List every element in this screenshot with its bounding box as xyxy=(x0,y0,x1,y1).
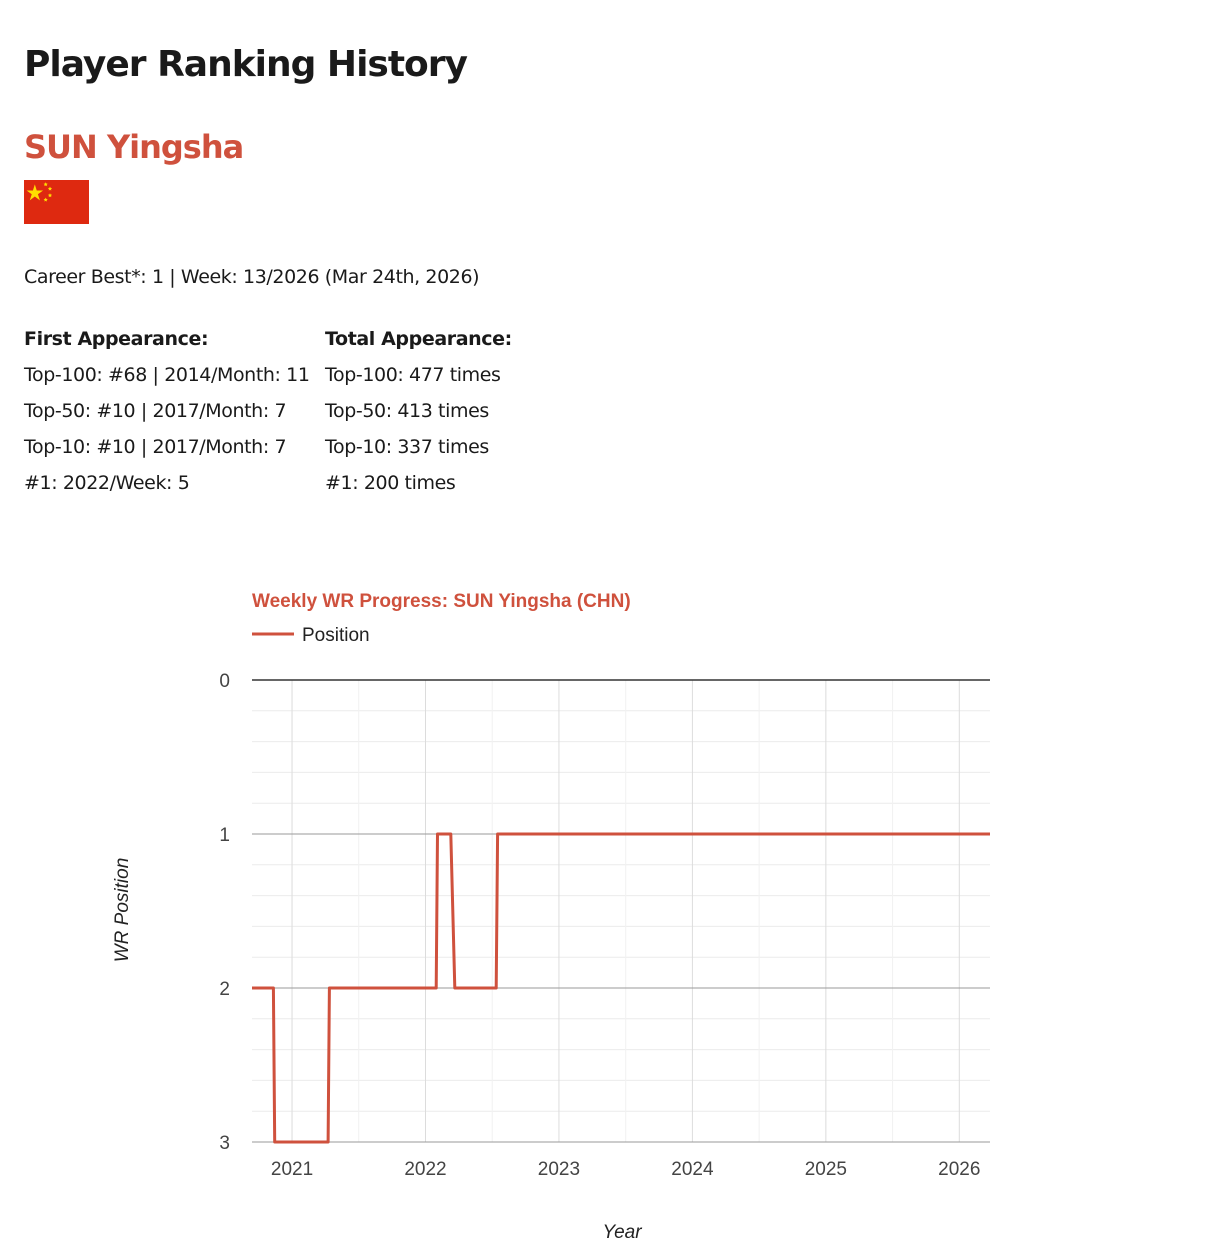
ranking-chart: Weekly WR Progress: SUN Yingsha (CHN) Po… xyxy=(24,580,1204,1248)
total-appearance-top50: Top-50: 413 times xyxy=(325,400,489,422)
ranking-page: Player Ranking History SUN Yingsha Caree… xyxy=(24,0,1204,1248)
x-tick-label: 2025 xyxy=(805,1159,847,1180)
total-appearance-top100: Top-100: 477 times xyxy=(325,364,501,386)
legend-label: Position xyxy=(302,625,370,646)
first-appearance-no1: #1: 2022/Week: 5 xyxy=(24,472,190,494)
x-tick-label: 2024 xyxy=(671,1159,714,1180)
y-tick-label: 0 xyxy=(219,671,230,692)
x-tick-label: 2022 xyxy=(404,1159,446,1180)
series-line-position xyxy=(252,832,990,1144)
x-tick-label: 2023 xyxy=(538,1159,580,1180)
y-tick-label: 2 xyxy=(219,979,230,1000)
y-tick-label: 1 xyxy=(219,825,230,846)
total-appearance-no1: #1: 200 times xyxy=(325,472,456,494)
total-appearance-top10: Top-10: 337 times xyxy=(325,436,489,458)
x-tick-label: 2021 xyxy=(271,1159,313,1180)
chart-title: Weekly WR Progress: SUN Yingsha (CHN) xyxy=(252,591,631,612)
x-tick-label: 2026 xyxy=(938,1159,980,1180)
first-appearance-block: First Appearance: Top-100: #68 | 2014/Mo… xyxy=(24,326,310,506)
first-appearance-top10: Top-10: #10 | 2017/Month: 7 xyxy=(24,436,287,458)
first-appearance-heading: First Appearance: xyxy=(24,328,209,350)
career-best: Career Best*: 1 | Week: 13/2026 (Mar 24t… xyxy=(24,266,480,288)
first-appearance-top100: Top-100: #68 | 2014/Month: 11 xyxy=(24,364,310,386)
ranking-chart-svg: Weekly WR Progress: SUN Yingsha (CHN) Po… xyxy=(112,591,990,1243)
total-appearance-block: Total Appearance: Top-100: 477 times Top… xyxy=(325,326,512,506)
china-flag-icon xyxy=(24,180,89,224)
x-axis-title: Year xyxy=(602,1222,642,1243)
total-appearance-heading: Total Appearance: xyxy=(325,328,512,350)
player-name[interactable]: SUN Yingsha xyxy=(24,128,244,166)
y-axis-title: WR Position xyxy=(112,858,133,963)
y-tick-label: 3 xyxy=(219,1133,230,1154)
first-appearance-top50: Top-50: #10 | 2017/Month: 7 xyxy=(24,400,287,422)
page-title: Player Ranking History xyxy=(24,44,468,85)
